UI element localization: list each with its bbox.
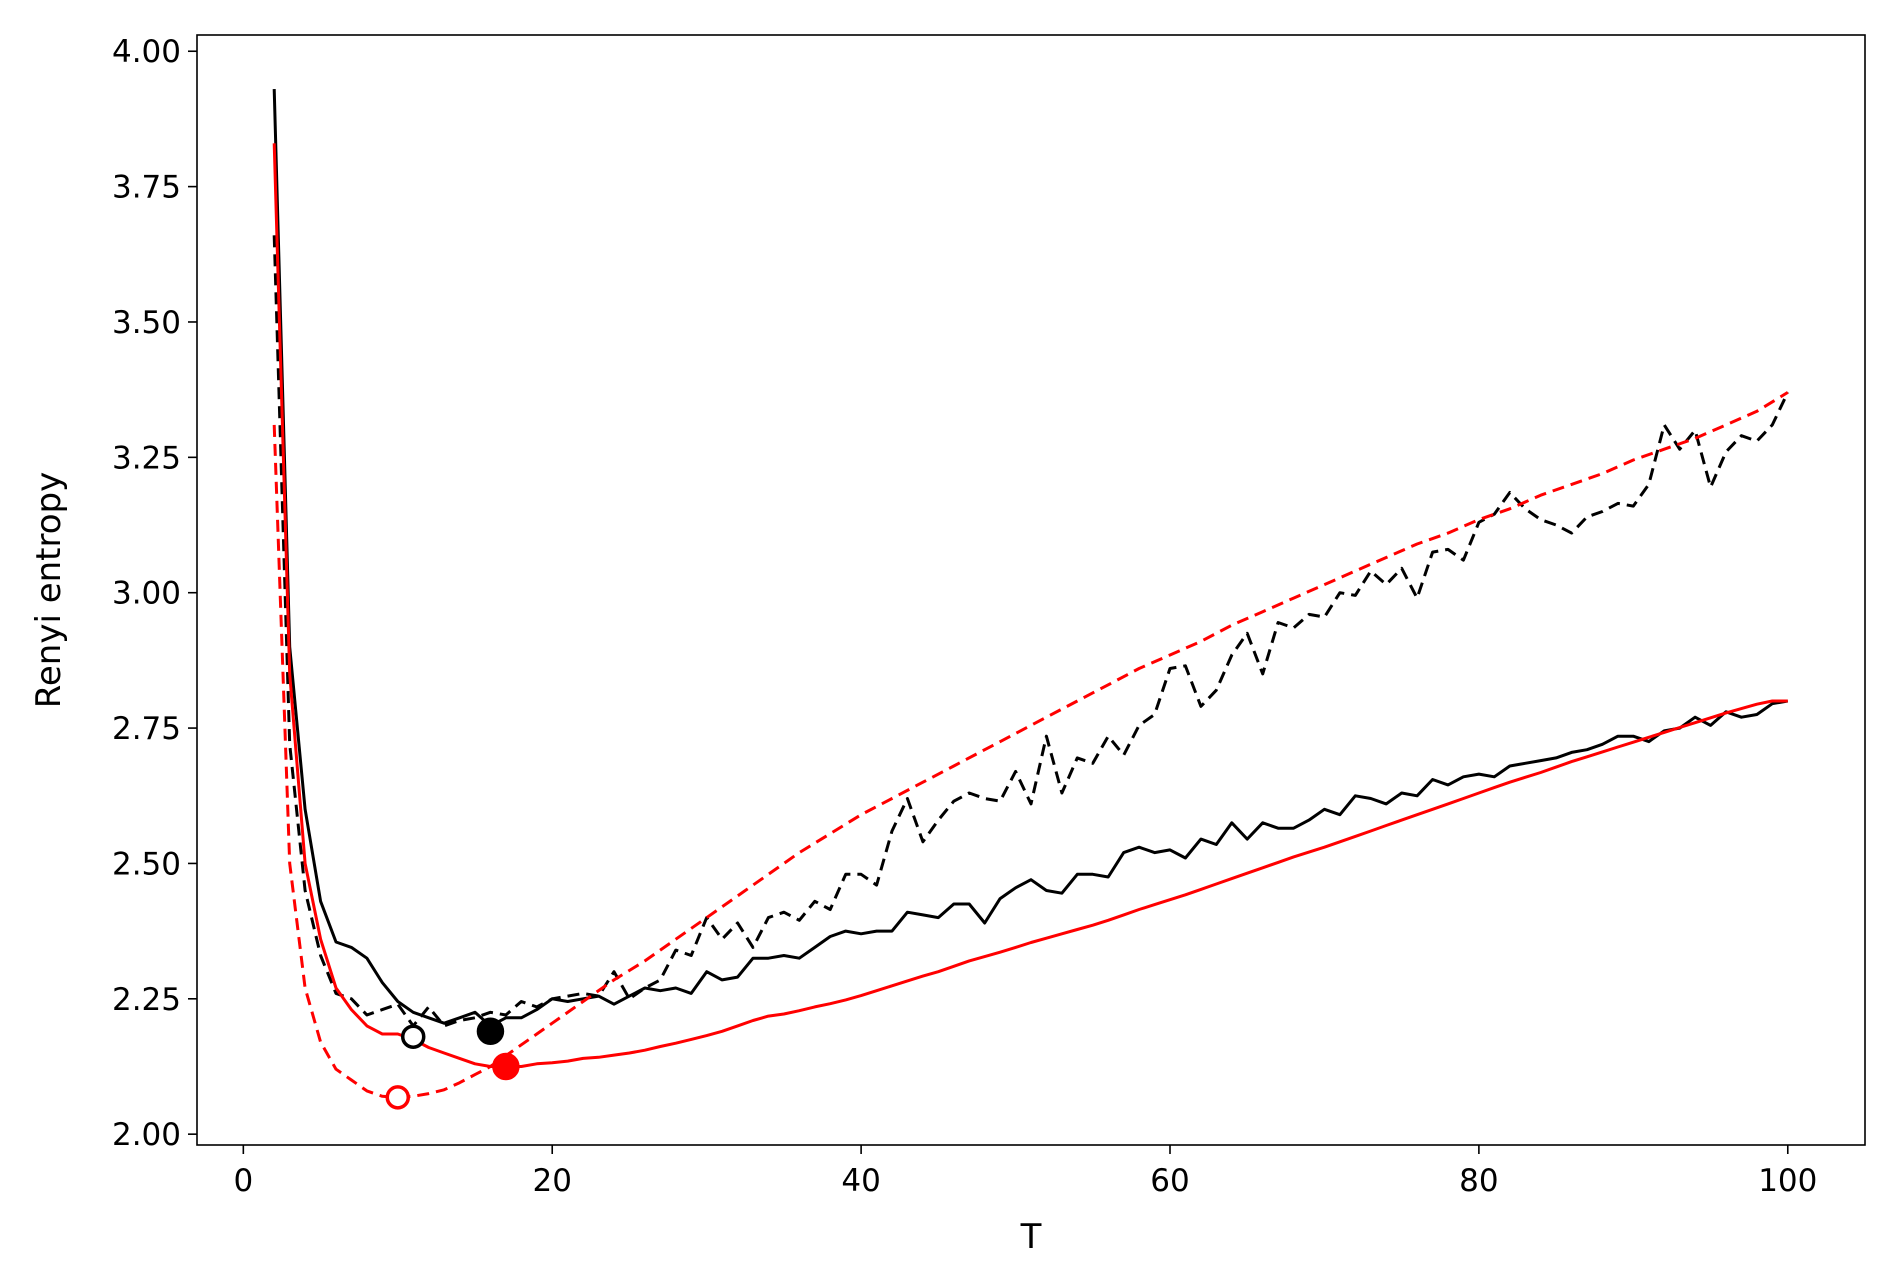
plot-frame	[196, 34, 1866, 1146]
min-marker-2	[476, 1017, 505, 1046]
y-tick-label: 3.00	[112, 576, 181, 612]
x-tick-label: 40	[841, 1163, 880, 1199]
series-layer	[272, 89, 1790, 1099]
y-tick-label: 2.75	[112, 711, 181, 747]
min-marker-4	[492, 1052, 520, 1081]
x-tick-label: 100	[1758, 1163, 1817, 1199]
y-tick-label: 2.25	[112, 982, 181, 1018]
y-tick-label: 2.00	[112, 1117, 181, 1153]
y-tick-label: 4.00	[112, 34, 181, 70]
x-tick-label: 20	[532, 1163, 571, 1199]
series-line-4	[272, 391, 1789, 1099]
y-tick-label: 3.50	[112, 305, 181, 341]
series-line-2	[272, 235, 1790, 1028]
x-tick-label: 80	[1459, 1163, 1498, 1199]
x-tick-label: 0	[233, 1163, 253, 1199]
min-marker-1	[400, 1024, 426, 1049]
y-axis-ticks: 2.00 2.25 2.50 2.75 3.00 3.25 3.50 3.75 4.00	[112, 34, 197, 1153]
series-line-3	[272, 143, 1788, 1068]
y-tick-label: 3.25	[112, 440, 181, 476]
series-line-1	[272, 89, 1789, 1028]
min-marker-3	[385, 1085, 411, 1110]
y-axis-label: Renyi entropy	[29, 472, 69, 708]
y-tick-label: 2.50	[112, 846, 181, 882]
x-axis-label: T	[1020, 1217, 1042, 1257]
marker-layer	[385, 1017, 520, 1110]
y-tick-label: 3.75	[112, 170, 181, 206]
x-axis-ticks: 0 20 40 60 80 100	[233, 1145, 1817, 1199]
x-tick-label: 60	[1150, 1163, 1189, 1199]
